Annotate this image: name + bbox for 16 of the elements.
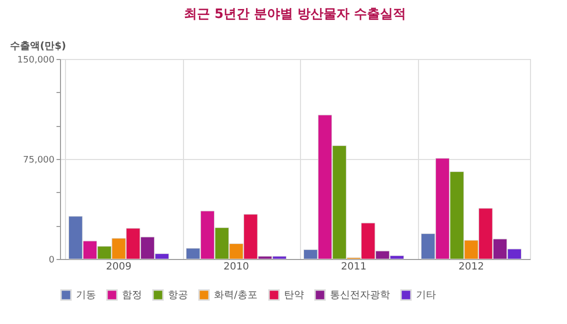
y-tick-label: 0 xyxy=(48,256,55,266)
legend-label: 기타 xyxy=(416,290,436,301)
x-tick-label: 2011 xyxy=(341,262,366,272)
x-tick-label: 2010 xyxy=(224,262,249,272)
chart-title: 최근 5년간 분야별 방산물자 수출실적 xyxy=(184,7,406,22)
legend-label: 함정 xyxy=(122,290,142,301)
x-tick-label: 2009 xyxy=(106,262,132,272)
legend-label: 항공 xyxy=(168,290,188,301)
y-axis-title: 수출액(만$) xyxy=(10,41,66,52)
x-tick-label: 2012 xyxy=(458,262,484,272)
legend-label: 화력/총포 xyxy=(214,290,258,301)
legend-label: 통신전자광학 xyxy=(330,290,390,301)
legend-label: 탄약 xyxy=(284,290,304,301)
y-tick-label: 150,000 xyxy=(17,56,55,66)
legend-label: 기동 xyxy=(76,290,96,301)
y-tick-label: 75,000 xyxy=(23,156,55,166)
